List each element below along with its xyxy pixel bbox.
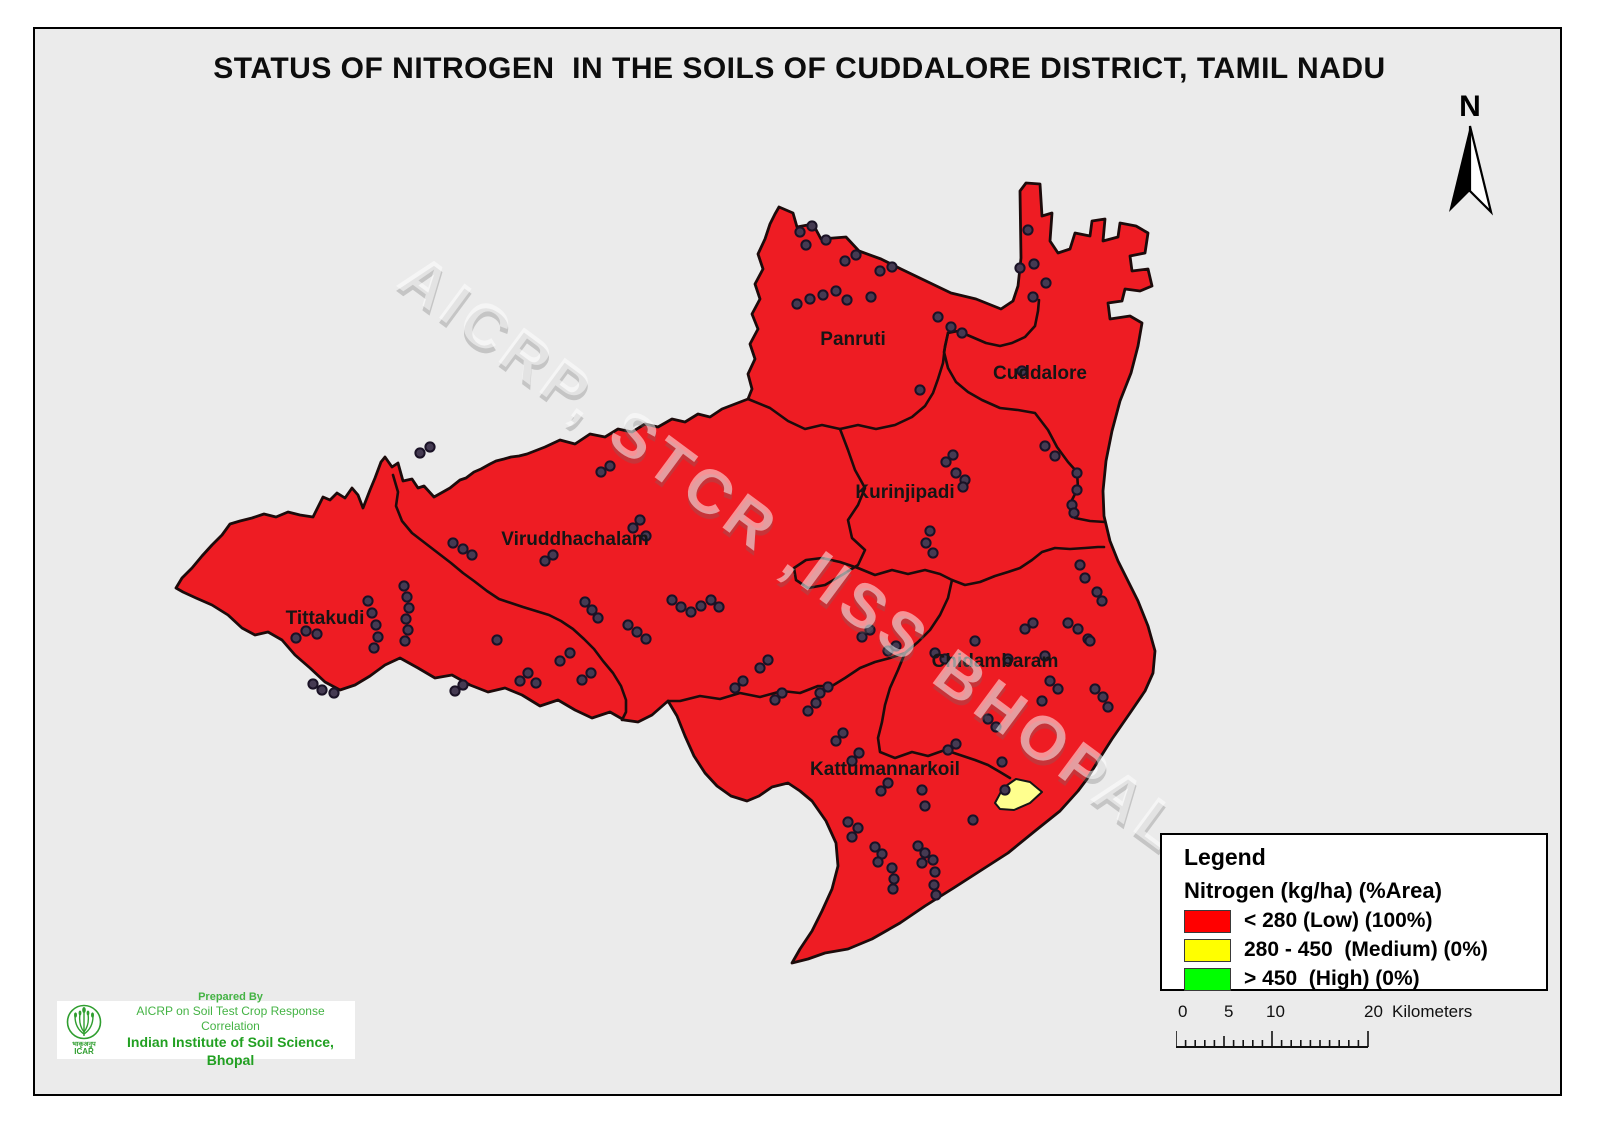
district-polygon xyxy=(174,181,1157,965)
high-swatch xyxy=(1184,967,1231,991)
north-arrow-icon xyxy=(1449,125,1494,216)
credit-lines: Prepared By AICRP on Soil Test Crop Resp… xyxy=(106,991,355,1070)
region-label-viruddhachalam: Viruddhachalam xyxy=(501,529,648,550)
region-label-cuddalore: Cuddalore xyxy=(993,363,1087,384)
medium-label: 280 - 450 (Medium) (0%) xyxy=(1244,938,1488,961)
legend: Legend Nitrogen (kg/ha) (%Area) < 280 (L… xyxy=(1160,833,1548,991)
high-label: > 450 (High) (0%) xyxy=(1244,967,1420,990)
scale-bar: 0 5 10 20 Kilometers xyxy=(1160,1002,1530,1058)
credits-box: भाकृअनुप ICAR Prepared By AICRP on Soil … xyxy=(57,991,355,1068)
region-label-chidambaram: Chidambaram xyxy=(932,651,1059,672)
legend-subtitle: Nitrogen (kg/ha) (%Area) xyxy=(1184,878,1442,903)
region-labels: Panruti Cuddalore Kurinjipadi Viruddhach… xyxy=(286,329,1087,780)
low-label: < 280 (Low) (100%) xyxy=(1244,909,1433,932)
page-title: STATUS OF NITROGEN IN THE SOILS OF CUDDA… xyxy=(213,52,1386,85)
low-swatch xyxy=(1184,909,1231,933)
scale-5: 5 xyxy=(1224,1002,1234,1021)
scale-unit: Kilometers xyxy=(1392,1002,1473,1021)
scale-20: 20 xyxy=(1364,1002,1383,1021)
legend-title: Legend xyxy=(1184,844,1266,870)
legend-item-medium: 280 - 450 (Medium) (0%) xyxy=(1184,938,1536,962)
region-label-tittakudi: Tittakudi xyxy=(286,608,365,629)
medium-swatch xyxy=(1184,938,1231,962)
scale-0: 0 xyxy=(1178,1002,1188,1021)
legend-item-high: > 450 (High) (0%) xyxy=(1184,967,1536,991)
icar-logo-text: ICAR xyxy=(74,1047,94,1056)
credit-line-3: Indian Institute of Soil Science, Bhopal xyxy=(127,1034,334,1068)
scale-ruler xyxy=(1176,1031,1369,1048)
north-arrow: N xyxy=(1428,92,1512,216)
credit-line-1: Prepared By xyxy=(198,990,263,1003)
taluk-boundaries xyxy=(391,298,1107,780)
svg-text:भाकृअनुप: भाकृअनुप xyxy=(72,1041,96,1048)
north-label: N xyxy=(1459,90,1481,123)
credit-line-2: AICRP on Soil Test Crop Response Correla… xyxy=(136,1004,325,1034)
sample-points xyxy=(290,220,1114,901)
region-label-kurinjipadi: Kurinjipadi xyxy=(855,482,954,503)
scale-10: 10 xyxy=(1266,1002,1285,1021)
region-label-panruti: Panruti xyxy=(820,329,885,350)
region-label-kattumannarkoil: Kattumannarkoil xyxy=(810,759,960,780)
icar-logo: भाकृअनुप ICAR xyxy=(66,1004,102,1056)
legend-item-low: < 280 (Low) (100%) xyxy=(1184,909,1536,933)
